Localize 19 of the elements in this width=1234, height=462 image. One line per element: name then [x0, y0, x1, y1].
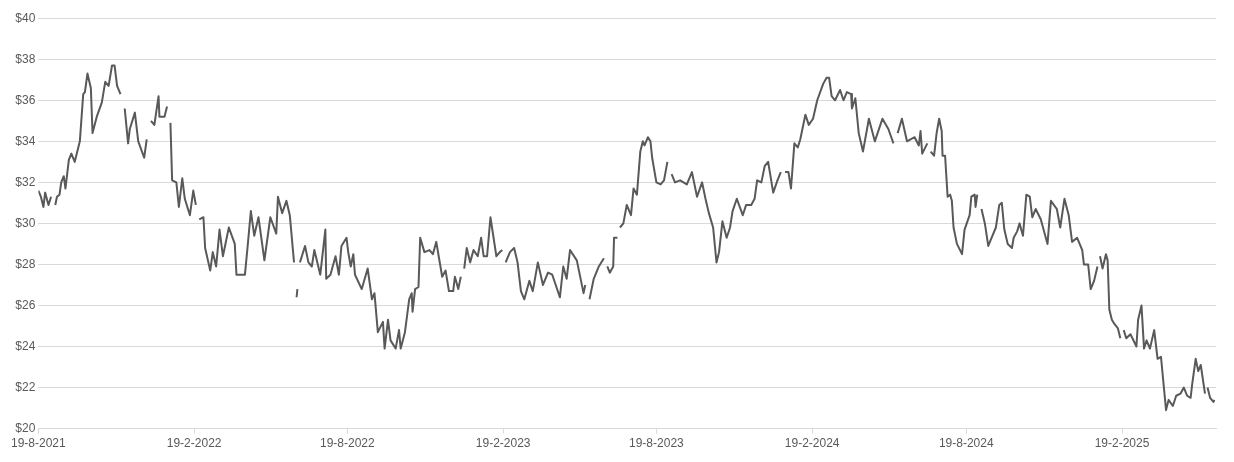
y-tick-label: $20 — [15, 420, 36, 435]
y-tick-label: $34 — [15, 133, 36, 148]
x-tick-label: 19-2-2022 — [166, 436, 222, 451]
y-tick-label: $28 — [15, 256, 36, 271]
x-tick-label: 19-2-2024 — [784, 436, 840, 451]
y-tick-label: $26 — [15, 297, 36, 312]
y-tick-label: $22 — [15, 379, 36, 394]
x-tick-label: 19-2-2025 — [1094, 436, 1150, 451]
y-tick-label: $40 — [15, 10, 36, 25]
y-tick-label: $36 — [15, 92, 36, 107]
x-tick-label: 19-8-2021 — [11, 436, 67, 451]
x-tick-label: 19-8-2024 — [938, 436, 994, 451]
x-tick-label: 19-8-2023 — [629, 436, 685, 451]
y-tick-label: $32 — [15, 174, 36, 189]
x-tick-label: 19-8-2022 — [320, 436, 376, 451]
y-tick-label: $24 — [15, 338, 36, 353]
y-tick-label: $30 — [15, 215, 36, 230]
x-tick-label: 19-2-2023 — [475, 436, 531, 451]
y-tick-label: $38 — [15, 51, 36, 66]
